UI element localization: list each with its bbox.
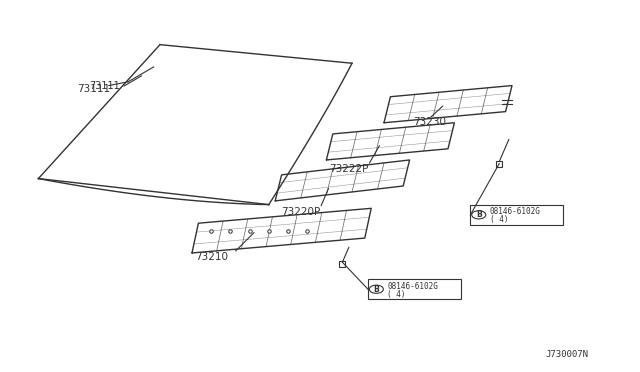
Text: 08146-6102G: 08146-6102G: [387, 282, 438, 291]
Text: B: B: [374, 285, 379, 294]
FancyBboxPatch shape: [470, 205, 563, 225]
Text: 73220P: 73220P: [282, 207, 321, 217]
Text: ( 4): ( 4): [387, 290, 406, 299]
Text: 08146-6102G: 08146-6102G: [490, 207, 540, 216]
FancyBboxPatch shape: [368, 279, 461, 299]
Text: 73210: 73210: [195, 252, 228, 262]
Text: 73111: 73111: [90, 81, 120, 90]
Text: 73222P: 73222P: [330, 164, 369, 174]
Text: B: B: [476, 210, 481, 219]
Text: J730007N: J730007N: [546, 350, 589, 359]
Text: 73111: 73111: [77, 84, 110, 93]
Text: 73230: 73230: [413, 117, 446, 127]
Text: ( 4): ( 4): [490, 215, 508, 224]
